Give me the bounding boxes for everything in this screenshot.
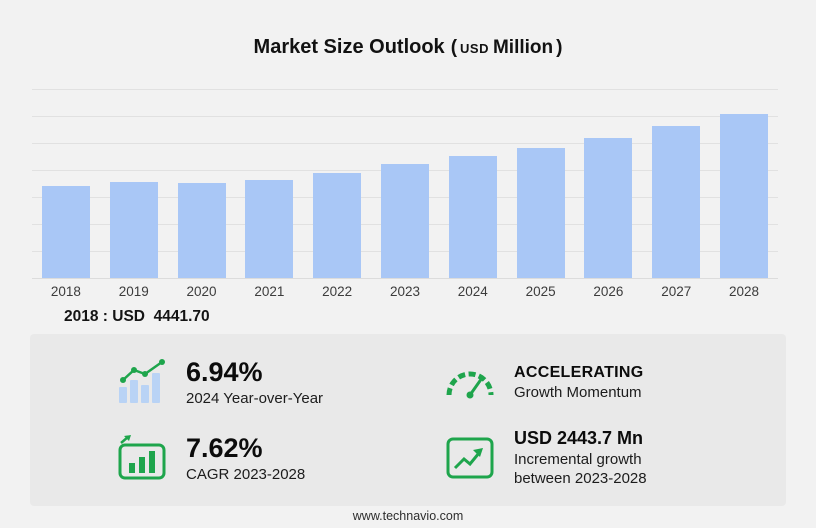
stat-label-incremental: Incremental growth between 2023-2028 [514, 450, 647, 487]
stat-cagr: 7.62% CAGR 2023-2028 [114, 433, 442, 483]
stat-text: USD 2443.7 Mn Incremental growth between… [514, 428, 692, 489]
x-tick-2028: 2028 [729, 284, 760, 299]
bar-2028 [720, 113, 769, 278]
title-unit: Million [492, 37, 554, 58]
bar-slot-2022 [303, 86, 371, 278]
bar-2020 [177, 183, 226, 278]
stat-value-yoy: 6.94% [186, 357, 263, 387]
growth-arrow-box-icon [442, 436, 498, 480]
bar-slot-2026 [575, 86, 643, 278]
x-tick-2020: 2020 [186, 284, 217, 299]
bar-2026 [584, 137, 633, 278]
chart-box-icon [114, 435, 170, 481]
stat-growth-momentum: ACCELERATING Growth Momentum [442, 364, 770, 401]
stat-label-cagr: CAGR 2023-2028 [186, 466, 306, 483]
title-paren-open: ( [450, 37, 458, 58]
x-tick-2022: 2022 [322, 284, 353, 299]
title-text: Market Size Outlook [253, 36, 445, 58]
title-currency: USD [460, 41, 489, 56]
stat-value-incremental: USD 2443.7 Mn [514, 427, 644, 448]
bar-slot-2025 [507, 86, 575, 278]
trend-bars-icon [114, 359, 170, 405]
stat-text: 7.62% CAGR 2023-2028 [186, 433, 305, 483]
title-paren-close: ) [556, 37, 563, 58]
stats-panel: 6.94% 2024 Year-over-Year ACCELERATING G… [30, 334, 786, 506]
x-tick-2018: 2018 [50, 284, 81, 299]
footer-url: www.technavio.com [352, 509, 464, 523]
bar-slot-2019 [100, 86, 168, 278]
chart-bars [32, 86, 778, 278]
bar-2027 [652, 126, 701, 278]
bar-slot-2023 [371, 86, 439, 278]
base-year-note: 2018 : USD 4441.70 [64, 308, 210, 325]
page-title: Market Size Outlook(USD Million) [0, 36, 816, 59]
bar-2021 [245, 179, 294, 278]
x-tick-2021: 2021 [254, 284, 285, 299]
bar-slot-2020 [168, 86, 236, 278]
bar-2025 [516, 147, 565, 278]
bar-chart [32, 86, 778, 279]
stat-text: 6.94% 2024 Year-over-Year [186, 357, 323, 407]
bar-2019 [109, 182, 158, 278]
gauge-icon [442, 365, 498, 399]
stat-incremental-growth: USD 2443.7 Mn Incremental growth between… [442, 428, 770, 489]
stat-text: ACCELERATING Growth Momentum [514, 364, 644, 401]
stat-value-cagr: 7.62% [186, 433, 263, 463]
bar-slot-2024 [439, 86, 507, 278]
bar-2024 [448, 156, 497, 278]
x-tick-2025: 2025 [525, 284, 556, 299]
bar-slot-2021 [235, 86, 303, 278]
bar-slot-2028 [710, 86, 778, 278]
bar-2018 [41, 186, 90, 278]
x-tick-2026: 2026 [593, 284, 624, 299]
stat-label-momentum: Growth Momentum [514, 383, 642, 401]
bar-2022 [313, 172, 362, 278]
x-tick-2027: 2027 [661, 284, 692, 299]
stat-yoy-growth: 6.94% 2024 Year-over-Year [114, 357, 442, 407]
stat-label-yoy: 2024 Year-over-Year [186, 390, 324, 407]
stat-value-momentum: ACCELERATING [514, 363, 644, 381]
bar-slot-2018 [32, 86, 100, 278]
bar-slot-2027 [642, 86, 710, 278]
bar-2023 [380, 164, 429, 278]
x-tick-2023: 2023 [389, 284, 420, 299]
x-tick-2024: 2024 [457, 284, 488, 299]
chart-x-labels: 2018 2019 2020 2021 2022 2023 2024 2025 2026 2027… [32, 284, 778, 299]
x-tick-2019: 2019 [118, 284, 149, 299]
